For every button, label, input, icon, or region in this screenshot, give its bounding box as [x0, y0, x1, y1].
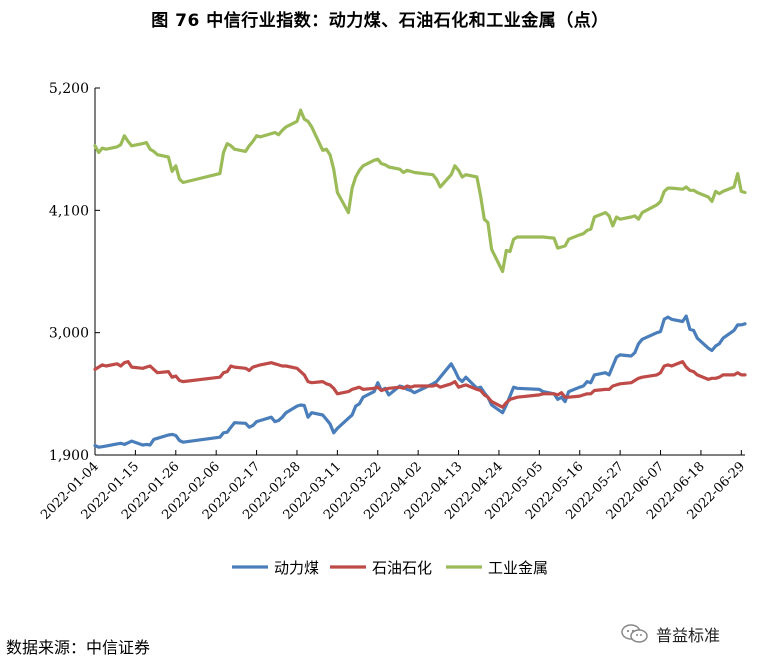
series-layer — [93, 108, 747, 449]
wechat-icon — [621, 624, 648, 643]
legend-label-3: 工业金属 — [488, 559, 548, 577]
y-tick-label: 3,000 — [49, 326, 89, 342]
watermark: 普益标准 — [620, 622, 720, 646]
y-tick-label: 5,200 — [49, 81, 89, 97]
chart-axes: 1,9003,0004,1005,2002022-01-042022-01-15… — [38, 81, 748, 523]
line-chart: 1,9003,0004,1005,2002022-01-042022-01-15… — [38, 81, 748, 577]
series-line-1 — [93, 314, 747, 449]
legend-label-1: 动力煤 — [274, 559, 319, 577]
series-line-3 — [93, 108, 747, 274]
y-tick-label: 4,100 — [49, 203, 89, 219]
watermark-text: 普益标准 — [656, 626, 721, 645]
y-tick-label: 1,900 — [49, 448, 89, 464]
chart-title: 图 76 中信行业指数：动力煤、石油石化和工业金属（点） — [151, 11, 609, 31]
chart-legend: 动力煤 石油石化 工业金属 — [232, 559, 548, 577]
legend-label-2: 石油石化 — [372, 559, 432, 577]
series-line-2 — [93, 360, 747, 409]
source-note: 数据来源：中信证券 — [6, 638, 151, 657]
